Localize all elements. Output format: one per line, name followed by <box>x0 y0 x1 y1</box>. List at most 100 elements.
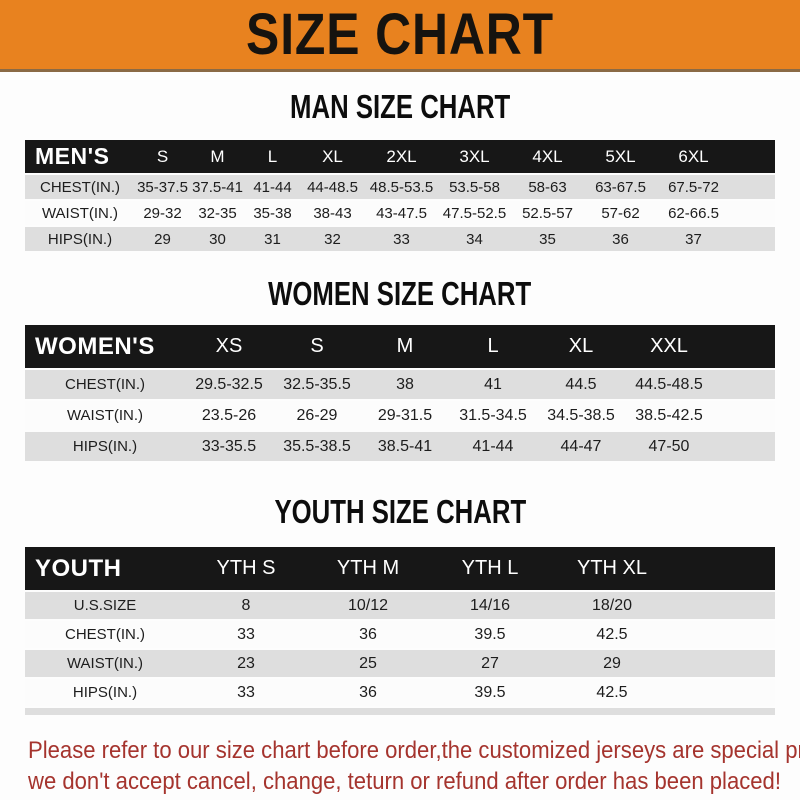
table-cell: 41 <box>449 370 537 399</box>
table-cell: 39.5 <box>429 621 551 648</box>
table-cell: 43-47.5 <box>365 201 438 225</box>
table-cell: 37.5-41 <box>190 175 245 199</box>
table-cell: 37 <box>657 227 730 251</box>
men-header-cell: S <box>135 140 190 173</box>
table-cell: 30 <box>190 227 245 251</box>
women-section-heading: WOMEN SIZE CHART <box>0 275 800 313</box>
table-cell: 52.5-57 <box>511 201 584 225</box>
table-cell: 38-43 <box>300 201 365 225</box>
men-section-heading: MAN SIZE CHART <box>0 88 800 126</box>
table-cell: 34.5-38.5 <box>537 401 625 430</box>
men-header-filler <box>730 140 775 173</box>
table-cell: 62-66.5 <box>657 201 730 225</box>
table-cell: 42.5 <box>551 679 673 706</box>
table-cell: 33-35.5 <box>185 432 273 461</box>
men-size-table: MEN'S S M L XL 2XL 3XL 4XL 5XL 6XL CHEST… <box>25 138 775 253</box>
women-header-label: WOMEN'S <box>25 325 185 368</box>
table-cell: 58-63 <box>511 175 584 199</box>
table-cell: 48.5-53.5 <box>365 175 438 199</box>
youth-heading-text: YOUTH SIZE CHART <box>274 493 526 530</box>
note-line-1: Please refer to our size chart before or… <box>28 737 800 764</box>
banner-title: SIZE CHART <box>246 2 554 67</box>
table-cell: 27 <box>429 650 551 677</box>
table-cell: 44-47 <box>537 432 625 461</box>
table-cell: 34 <box>438 227 511 251</box>
men-header-cell: M <box>190 140 245 173</box>
table-cell: 42.5 <box>551 621 673 648</box>
youth-header-cell: YTH XL <box>551 547 673 590</box>
men-header-cell: 3XL <box>438 140 511 173</box>
table-cell: 38.5-41 <box>361 432 449 461</box>
men-heading-text: MAN SIZE CHART <box>289 88 511 125</box>
youth-header-cell: YTH M <box>307 547 429 590</box>
women-header-cell: L <box>449 325 537 368</box>
women-header-filler <box>713 325 775 368</box>
row-label: HIPS(IN.) <box>25 679 185 706</box>
table-cell: 14/16 <box>429 592 551 619</box>
row-label: WAIST(IN.) <box>25 201 135 225</box>
table-filler <box>673 679 775 706</box>
row-label: CHEST(IN.) <box>25 621 185 648</box>
youth-header-filler <box>673 547 775 590</box>
youth-header-cell: YTH L <box>429 547 551 590</box>
men-header-cell: 2XL <box>365 140 438 173</box>
table-cell: 29-32 <box>135 201 190 225</box>
men-header-cell: 4XL <box>511 140 584 173</box>
women-header-cell: XXL <box>625 325 713 368</box>
table-cell: 39.5 <box>429 679 551 706</box>
table-cell: 23.5-26 <box>185 401 273 430</box>
table-cell: 47-50 <box>625 432 713 461</box>
table-cell: 38.5-42.5 <box>625 401 713 430</box>
youth-ussize-row: U.S.SIZE 8 10/12 14/16 18/20 <box>25 592 775 619</box>
table-cell: 29-31.5 <box>361 401 449 430</box>
youth-size-table: YOUTH YTH S YTH M YTH L YTH XL U.S.SIZE … <box>25 545 775 717</box>
men-header-cell: L <box>245 140 300 173</box>
table-filler <box>730 227 775 251</box>
table-cell: 10/12 <box>307 592 429 619</box>
youth-chest-row: CHEST(IN.) 33 36 39.5 42.5 <box>25 621 775 648</box>
table-cell: 35 <box>511 227 584 251</box>
table-cell: 8 <box>185 592 307 619</box>
table-cell: 63-67.5 <box>584 175 657 199</box>
row-label: CHEST(IN.) <box>25 175 135 199</box>
men-header-cell: 5XL <box>584 140 657 173</box>
table-filler <box>673 650 775 677</box>
table-cell: 53.5-58 <box>438 175 511 199</box>
table-cell: 57-62 <box>584 201 657 225</box>
row-label: WAIST(IN.) <box>25 401 185 430</box>
table-cell: 31.5-34.5 <box>449 401 537 430</box>
youth-section-heading: YOUTH SIZE CHART <box>0 493 800 531</box>
youth-header-label: YOUTH <box>25 547 185 590</box>
table-cell: 36 <box>584 227 657 251</box>
table-cell: 26-29 <box>273 401 361 430</box>
table-filler <box>730 201 775 225</box>
row-label: WAIST(IN.) <box>25 650 185 677</box>
table-filler <box>713 401 775 430</box>
women-header-cell: XL <box>537 325 625 368</box>
table-cell: 44-48.5 <box>300 175 365 199</box>
table-filler <box>730 175 775 199</box>
table-cell: 33 <box>185 621 307 648</box>
table-cell: 31 <box>245 227 300 251</box>
youth-table-bottom-strip <box>25 708 775 715</box>
table-cell: 18/20 <box>551 592 673 619</box>
women-chest-row: CHEST(IN.) 29.5-32.5 32.5-35.5 38 41 44.… <box>25 370 775 399</box>
table-cell: 35.5-38.5 <box>273 432 361 461</box>
youth-waist-row: WAIST(IN.) 23 25 27 29 <box>25 650 775 677</box>
row-label: CHEST(IN.) <box>25 370 185 399</box>
table-cell: 29 <box>135 227 190 251</box>
table-cell: 33 <box>185 679 307 706</box>
table-cell: 35-37.5 <box>135 175 190 199</box>
table-strip <box>25 708 775 715</box>
men-header-cell: XL <box>300 140 365 173</box>
table-filler <box>673 621 775 648</box>
women-header-cell: S <box>273 325 361 368</box>
women-waist-row: WAIST(IN.) 23.5-26 26-29 29-31.5 31.5-34… <box>25 401 775 430</box>
table-filler <box>713 370 775 399</box>
youth-header-row: YOUTH YTH S YTH M YTH L YTH XL <box>25 547 775 590</box>
row-label: U.S.SIZE <box>25 592 185 619</box>
men-waist-row: WAIST(IN.) 29-32 32-35 35-38 38-43 43-47… <box>25 201 775 225</box>
table-cell: 67.5-72 <box>657 175 730 199</box>
table-filler <box>673 592 775 619</box>
youth-hips-row: HIPS(IN.) 33 36 39.5 42.5 <box>25 679 775 706</box>
